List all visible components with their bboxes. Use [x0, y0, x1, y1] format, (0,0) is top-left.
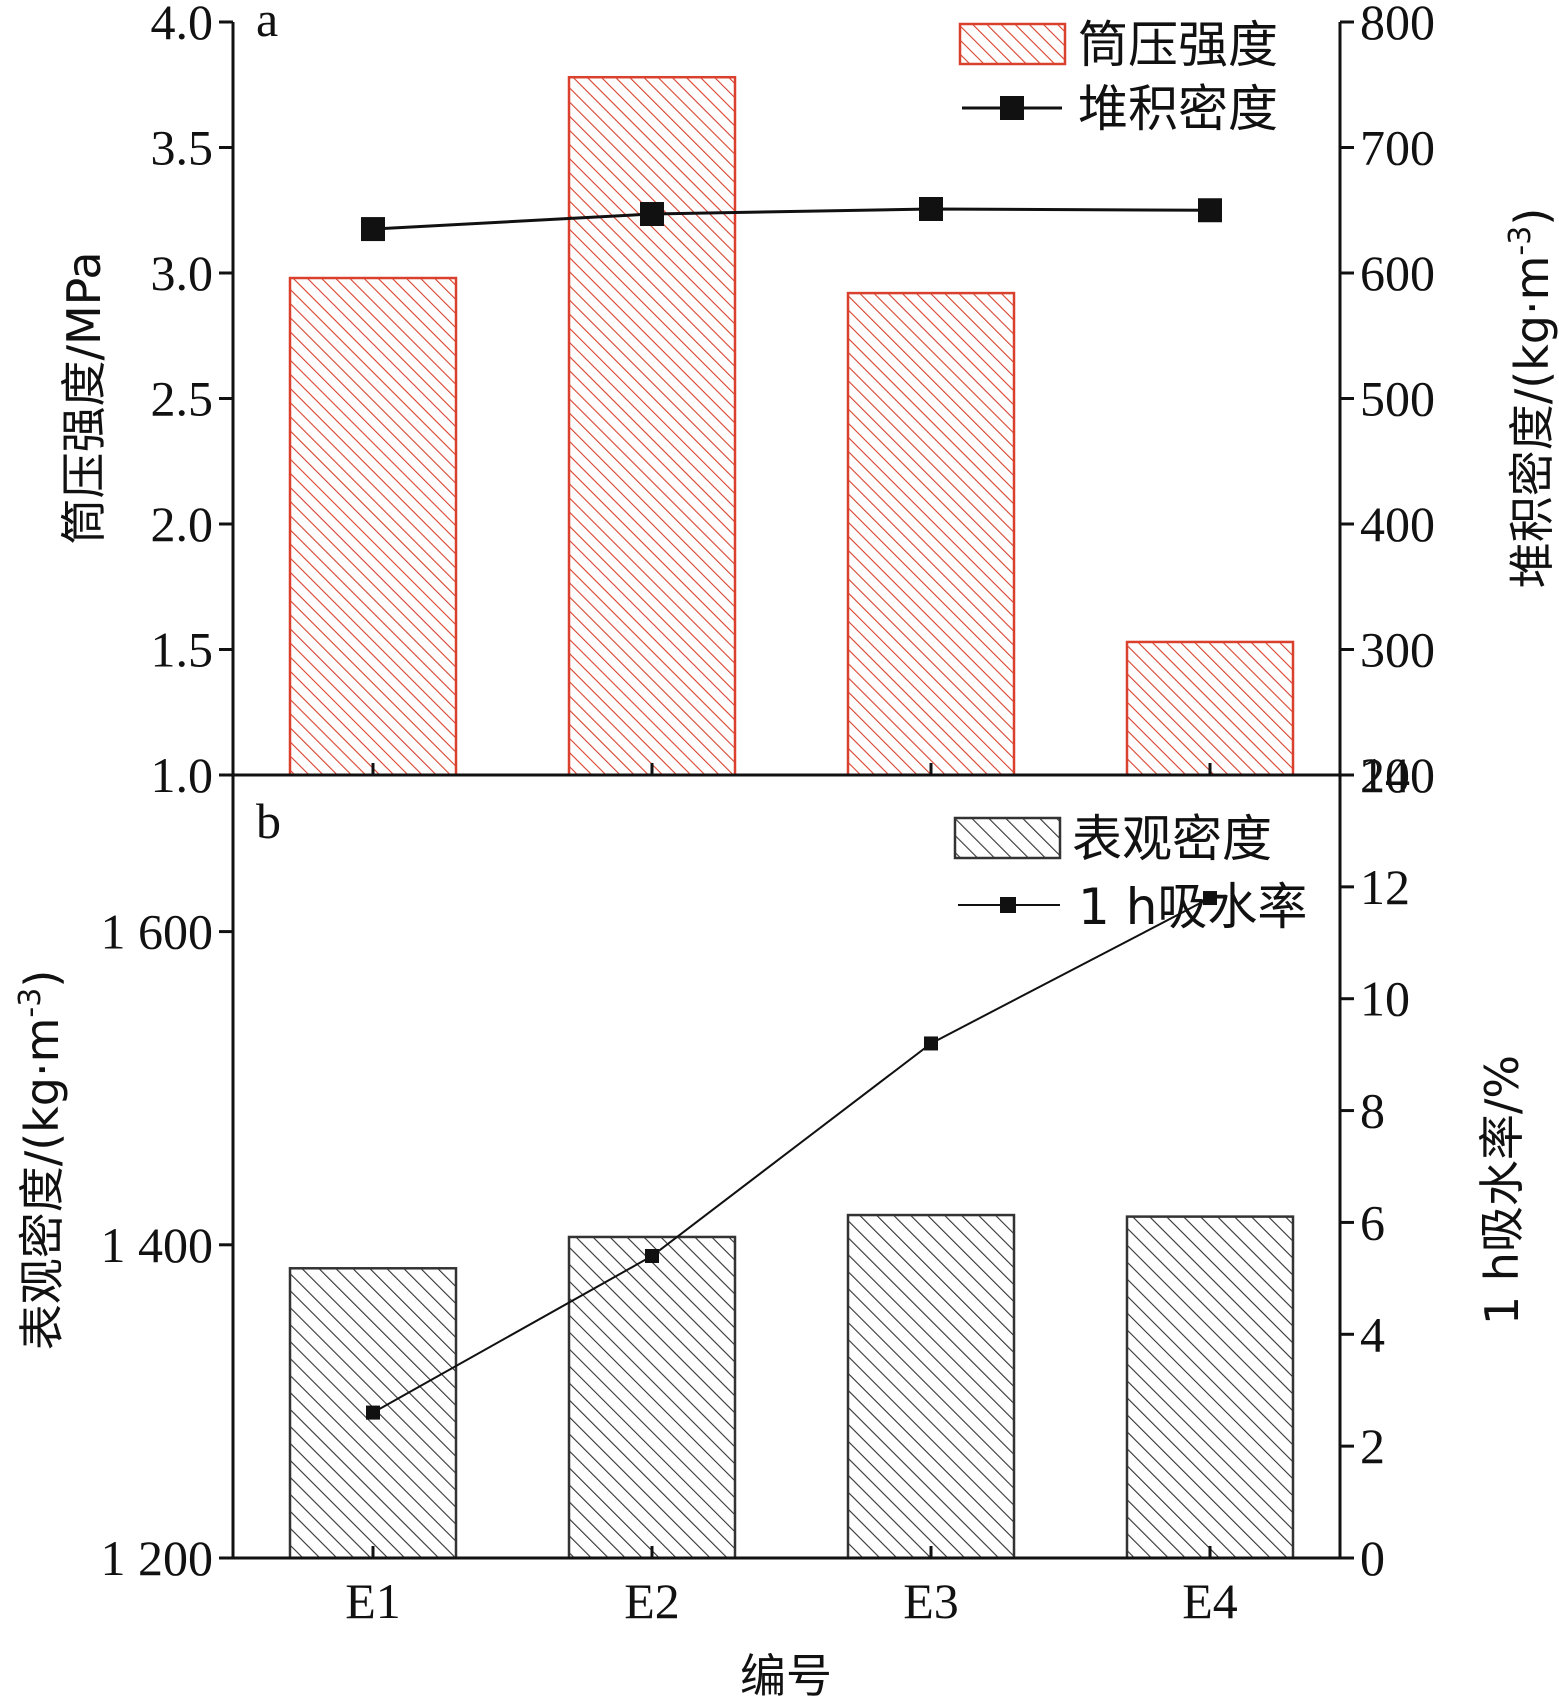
b-right-axis-ticks: 0 2 4 6 8 10 12 14	[1340, 747, 1410, 1586]
b-left-tick-label: 1 400	[101, 1217, 214, 1273]
a-right-tick-label: 500	[1360, 371, 1435, 427]
a-panel-label: a	[256, 0, 278, 47]
a-marker-group	[361, 196, 1222, 242]
a-right-tick-label: 300	[1360, 622, 1435, 678]
b-legend-bar-label: 表观密度	[1072, 810, 1272, 868]
a-marker-e2	[640, 202, 664, 227]
a-right-tick-label: 700	[1360, 120, 1435, 176]
b-marker-e4	[1203, 891, 1217, 906]
b-right-tick-label: 14	[1360, 747, 1410, 803]
a-x-axis-ticks	[371, 763, 1212, 775]
b-left-axis-ticks: 1 200 1 400 1 600	[101, 904, 233, 1586]
a-bar-group	[288, 75, 1295, 777]
b-legend: 表观密度 1 h吸水率	[953, 810, 1307, 936]
panel-a: 1.0 1.5 2.0 2.5 3.0 3.5 4.0 200 300 400 500 600 700…	[57, 0, 1559, 803]
b-left-tick-label: 1 600	[101, 904, 214, 960]
b-right-tick-label: 2	[1360, 1418, 1385, 1474]
b-right-tick-label: 12	[1360, 859, 1410, 915]
b-left-axis-title: 表观密度/(kg·m-3)	[13, 970, 69, 1351]
a-right-tick-label: 200	[1360, 747, 1435, 803]
b-right-tick-label: 6	[1360, 1194, 1385, 1250]
a-bar-e4	[1125, 640, 1295, 777]
b-bar-e2	[567, 1235, 737, 1560]
b-x-tick-label: E2	[624, 1573, 680, 1629]
a-marker-e3	[919, 196, 943, 221]
b-x-tick-label: E1	[345, 1573, 401, 1629]
a-legend-line-label: 堆积密度	[1078, 80, 1278, 138]
b-legend-line-label: 1 h吸水率	[1078, 878, 1307, 936]
a-legend-bar-swatch	[958, 22, 1067, 66]
a-left-tick-label: 3.5	[151, 120, 214, 176]
b-panel-label: b	[256, 793, 281, 849]
a-density-line	[372, 207, 1211, 231]
a-left-axis-ticks: 1.0 1.5 2.0 2.5 3.0 3.5 4.0	[151, 0, 233, 803]
a-left-tick-label: 1.0	[151, 747, 214, 803]
a-marker-e4	[1198, 198, 1222, 223]
a-left-tick-label: 4.0	[151, 0, 214, 50]
b-right-tick-label: 10	[1360, 971, 1410, 1027]
b-marker-e2	[645, 1248, 659, 1263]
b-absorption-line	[372, 897, 1211, 1414]
a-legend-bar-label: 筒压强度	[1078, 16, 1278, 74]
b-right-axis-title: 1 h吸水率/%	[1475, 1055, 1529, 1325]
a-right-tick-label: 600	[1360, 245, 1435, 301]
b-right-tick-label: 0	[1360, 1530, 1385, 1586]
b-legend-line-marker	[1000, 897, 1016, 913]
a-left-tick-label: 1.5	[151, 622, 214, 678]
b-x-axis-ticks: E1 E2 E3 E4	[345, 1546, 1238, 1629]
a-left-axis-title: 筒压强度/MPa	[57, 251, 111, 544]
b-x-tick-label: E4	[1182, 1573, 1238, 1629]
a-bar-e1	[288, 276, 458, 777]
b-left-tick-label: 1 200	[101, 1530, 214, 1586]
a-right-tick-label: 800	[1360, 0, 1435, 50]
a-right-axis-ticks: 200 300 400 500 600 700 800	[1340, 0, 1435, 803]
a-left-tick-label: 3.0	[151, 245, 214, 301]
b-bar-e4	[1125, 1215, 1295, 1560]
a-right-axis-title-main: 堆积密度/(kg·m	[1505, 256, 1559, 589]
b-bar-group	[288, 1213, 1295, 1560]
b-marker-group	[366, 891, 1217, 1420]
a-bar-e2	[567, 75, 737, 777]
a-bar-e3	[846, 291, 1016, 777]
b-left-axis-title-main: 表观密度/(kg·m	[15, 1018, 69, 1351]
b-left-axis-title-sup: -3	[13, 988, 48, 1018]
x-axis-title: 编号	[740, 1649, 832, 1701]
a-left-tick-label: 2.5	[151, 371, 214, 427]
a-right-axis-title-end: )	[1505, 208, 1559, 226]
b-right-tick-label: 4	[1360, 1306, 1385, 1362]
a-right-tick-label: 400	[1360, 496, 1435, 552]
b-bar-e3	[846, 1213, 1016, 1560]
a-marker-e1	[361, 217, 385, 242]
b-marker-e1	[366, 1405, 380, 1420]
a-right-axis-title: 堆积密度/(kg·m-3)	[1503, 208, 1559, 589]
a-right-axis-title-sup: -3	[1503, 226, 1538, 256]
b-right-tick-label: 8	[1360, 1083, 1385, 1139]
panel-b: 1 200 1 400 1 600 0 2 4 6 8 10 12 14 E1 E2 E3 E4 b 表…	[13, 747, 1529, 1701]
b-left-axis-title-end: )	[15, 970, 69, 988]
a-legend-line-marker	[1000, 96, 1024, 120]
b-legend-bar-swatch	[953, 816, 1062, 860]
a-left-tick-label: 2.0	[151, 496, 214, 552]
b-x-tick-label: E3	[903, 1573, 959, 1629]
a-legend: 筒压强度 堆积密度	[958, 16, 1278, 138]
b-marker-e3	[924, 1036, 938, 1051]
